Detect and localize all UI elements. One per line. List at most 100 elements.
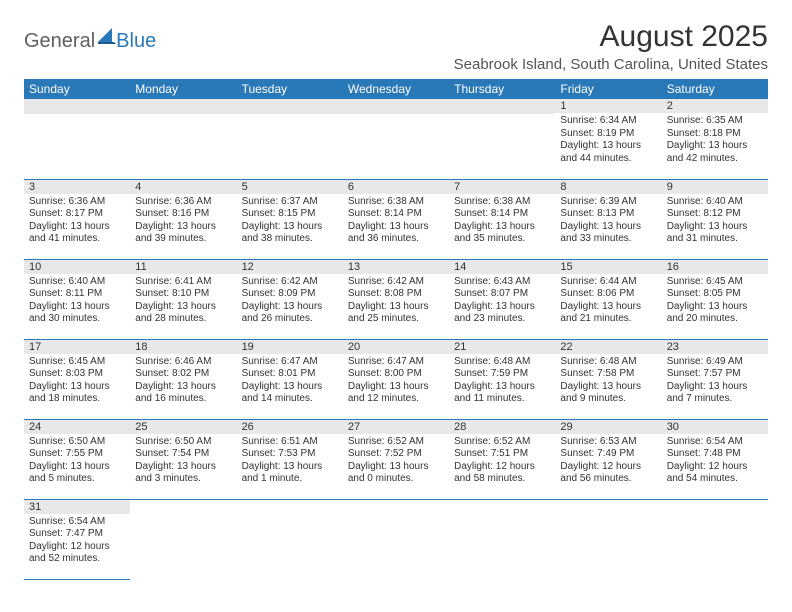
calendar-day-cell: 5Sunrise: 6:37 AMSunset: 8:15 PMDaylight…	[237, 179, 343, 259]
logo: General Blue	[24, 28, 156, 55]
day-details: Sunrise: 6:51 AMSunset: 7:53 PMDaylight:…	[237, 434, 343, 490]
day-number: 17	[24, 340, 130, 354]
weekday-header: Tuesday	[237, 79, 343, 99]
day-number: 23	[662, 340, 768, 354]
weekday-header: Saturday	[662, 79, 768, 99]
calendar-day-cell	[237, 99, 343, 179]
calendar-day-cell: 9Sunrise: 6:40 AMSunset: 8:12 PMDaylight…	[662, 179, 768, 259]
day-number: 26	[237, 420, 343, 434]
day-number	[449, 99, 555, 114]
day-number: 7	[449, 180, 555, 194]
calendar-day-cell: 6Sunrise: 6:38 AMSunset: 8:14 PMDaylight…	[343, 179, 449, 259]
weekday-header: Friday	[555, 79, 661, 99]
day-details: Sunrise: 6:40 AMSunset: 8:12 PMDaylight:…	[662, 194, 768, 250]
day-number	[130, 99, 236, 114]
calendar-day-cell	[130, 499, 236, 579]
calendar-day-cell: 19Sunrise: 6:47 AMSunset: 8:01 PMDayligh…	[237, 339, 343, 419]
location: Seabrook Island, South Carolina, United …	[454, 56, 768, 73]
day-number: 5	[237, 180, 343, 194]
calendar-day-cell: 7Sunrise: 6:38 AMSunset: 8:14 PMDaylight…	[449, 179, 555, 259]
calendar-week-row: 3Sunrise: 6:36 AMSunset: 8:17 PMDaylight…	[24, 179, 768, 259]
day-number	[662, 500, 768, 515]
day-number: 13	[343, 260, 449, 274]
day-number: 4	[130, 180, 236, 194]
calendar-day-cell: 18Sunrise: 6:46 AMSunset: 8:02 PMDayligh…	[130, 339, 236, 419]
calendar-day-cell	[237, 499, 343, 579]
calendar-day-cell: 25Sunrise: 6:50 AMSunset: 7:54 PMDayligh…	[130, 419, 236, 499]
calendar-day-cell: 15Sunrise: 6:44 AMSunset: 8:06 PMDayligh…	[555, 259, 661, 339]
day-details: Sunrise: 6:54 AMSunset: 7:48 PMDaylight:…	[662, 434, 768, 490]
calendar-day-cell: 2Sunrise: 6:35 AMSunset: 8:18 PMDaylight…	[662, 99, 768, 179]
calendar-day-cell	[343, 99, 449, 179]
day-details: Sunrise: 6:50 AMSunset: 7:55 PMDaylight:…	[24, 434, 130, 490]
day-number	[130, 500, 236, 515]
day-number: 1	[555, 99, 661, 113]
day-details: Sunrise: 6:39 AMSunset: 8:13 PMDaylight:…	[555, 194, 661, 250]
day-details: Sunrise: 6:37 AMSunset: 8:15 PMDaylight:…	[237, 194, 343, 250]
day-details: Sunrise: 6:36 AMSunset: 8:17 PMDaylight:…	[24, 194, 130, 250]
day-details: Sunrise: 6:54 AMSunset: 7:47 PMDaylight:…	[24, 514, 130, 570]
calendar-week-row: 10Sunrise: 6:40 AMSunset: 8:11 PMDayligh…	[24, 259, 768, 339]
day-number: 24	[24, 420, 130, 434]
logo-text-general: General	[24, 30, 95, 53]
day-details: Sunrise: 6:42 AMSunset: 8:09 PMDaylight:…	[237, 274, 343, 330]
day-details: Sunrise: 6:52 AMSunset: 7:52 PMDaylight:…	[343, 434, 449, 490]
day-number: 6	[343, 180, 449, 194]
calendar-day-cell	[555, 499, 661, 579]
calendar-day-cell	[449, 499, 555, 579]
day-number: 31	[24, 500, 130, 514]
header: General Blue August 2025 Seabrook Island…	[24, 20, 768, 73]
calendar-day-cell: 11Sunrise: 6:41 AMSunset: 8:10 PMDayligh…	[130, 259, 236, 339]
calendar-week-row: 24Sunrise: 6:50 AMSunset: 7:55 PMDayligh…	[24, 419, 768, 499]
day-number: 28	[449, 420, 555, 434]
day-number	[237, 99, 343, 114]
day-number	[24, 99, 130, 114]
calendar-day-cell: 30Sunrise: 6:54 AMSunset: 7:48 PMDayligh…	[662, 419, 768, 499]
calendar-day-cell	[662, 499, 768, 579]
day-number: 20	[343, 340, 449, 354]
day-details: Sunrise: 6:43 AMSunset: 8:07 PMDaylight:…	[449, 274, 555, 330]
calendar-day-cell	[24, 99, 130, 179]
day-number: 2	[662, 99, 768, 113]
calendar-day-cell: 21Sunrise: 6:48 AMSunset: 7:59 PMDayligh…	[449, 339, 555, 419]
day-details: Sunrise: 6:45 AMSunset: 8:03 PMDaylight:…	[24, 354, 130, 410]
day-details: Sunrise: 6:47 AMSunset: 8:01 PMDaylight:…	[237, 354, 343, 410]
day-details: Sunrise: 6:48 AMSunset: 7:58 PMDaylight:…	[555, 354, 661, 410]
day-details: Sunrise: 6:36 AMSunset: 8:16 PMDaylight:…	[130, 194, 236, 250]
day-details: Sunrise: 6:52 AMSunset: 7:51 PMDaylight:…	[449, 434, 555, 490]
day-number: 10	[24, 260, 130, 274]
weekday-header-row: Sunday Monday Tuesday Wednesday Thursday…	[24, 79, 768, 99]
calendar-day-cell: 23Sunrise: 6:49 AMSunset: 7:57 PMDayligh…	[662, 339, 768, 419]
calendar-day-cell: 4Sunrise: 6:36 AMSunset: 8:16 PMDaylight…	[130, 179, 236, 259]
day-number: 16	[662, 260, 768, 274]
calendar-day-cell: 12Sunrise: 6:42 AMSunset: 8:09 PMDayligh…	[237, 259, 343, 339]
sail-icon	[98, 28, 116, 49]
day-details: Sunrise: 6:42 AMSunset: 8:08 PMDaylight:…	[343, 274, 449, 330]
day-number	[237, 500, 343, 515]
day-number: 3	[24, 180, 130, 194]
title-block: August 2025 Seabrook Island, South Carol…	[454, 20, 768, 73]
calendar-day-cell: 26Sunrise: 6:51 AMSunset: 7:53 PMDayligh…	[237, 419, 343, 499]
day-details: Sunrise: 6:44 AMSunset: 8:06 PMDaylight:…	[555, 274, 661, 330]
day-number: 29	[555, 420, 661, 434]
calendar-day-cell	[130, 99, 236, 179]
day-number	[343, 500, 449, 515]
day-details: Sunrise: 6:41 AMSunset: 8:10 PMDaylight:…	[130, 274, 236, 330]
calendar-day-cell: 13Sunrise: 6:42 AMSunset: 8:08 PMDayligh…	[343, 259, 449, 339]
day-details: Sunrise: 6:40 AMSunset: 8:11 PMDaylight:…	[24, 274, 130, 330]
calendar-day-cell: 31Sunrise: 6:54 AMSunset: 7:47 PMDayligh…	[24, 499, 130, 579]
day-number: 15	[555, 260, 661, 274]
calendar-day-cell: 10Sunrise: 6:40 AMSunset: 8:11 PMDayligh…	[24, 259, 130, 339]
day-number: 19	[237, 340, 343, 354]
day-details: Sunrise: 6:50 AMSunset: 7:54 PMDaylight:…	[130, 434, 236, 490]
calendar-day-cell: 22Sunrise: 6:48 AMSunset: 7:58 PMDayligh…	[555, 339, 661, 419]
day-number: 9	[662, 180, 768, 194]
calendar-day-cell: 14Sunrise: 6:43 AMSunset: 8:07 PMDayligh…	[449, 259, 555, 339]
calendar-day-cell: 1Sunrise: 6:34 AMSunset: 8:19 PMDaylight…	[555, 99, 661, 179]
day-number	[555, 500, 661, 515]
day-number: 14	[449, 260, 555, 274]
logo-text-blue: Blue	[116, 30, 156, 53]
calendar-week-row: 31Sunrise: 6:54 AMSunset: 7:47 PMDayligh…	[24, 499, 768, 579]
day-number: 18	[130, 340, 236, 354]
weekday-header: Sunday	[24, 79, 130, 99]
